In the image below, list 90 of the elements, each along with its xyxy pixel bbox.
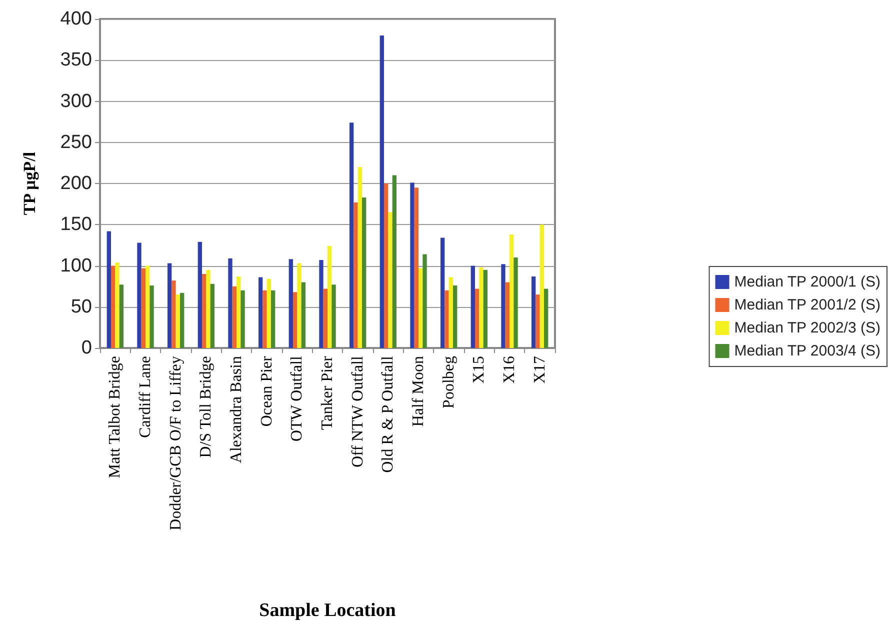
legend-label: Median TP 2001/2 (S) — [734, 296, 880, 314]
bar — [180, 292, 184, 348]
y-tick-label: 100 — [60, 255, 92, 276]
x-tick-label: Half Moon — [410, 356, 427, 427]
y-axis-title: TP µgP/l — [20, 152, 39, 216]
bar — [380, 35, 384, 348]
bar — [146, 266, 150, 348]
bar — [501, 264, 506, 348]
bar — [236, 276, 241, 348]
bar — [119, 284, 124, 348]
bar — [176, 294, 180, 348]
bar — [332, 284, 336, 348]
x-tick-label: D/S Toll Bridge — [198, 356, 215, 458]
bar — [536, 294, 540, 348]
bar — [172, 280, 176, 348]
bar — [410, 182, 414, 348]
bar — [540, 224, 544, 348]
bar — [266, 278, 272, 348]
bar — [479, 267, 484, 348]
bar — [483, 270, 488, 348]
y-tick-label: 0 — [81, 338, 92, 358]
x-tick-label: X17 — [531, 356, 548, 384]
bar — [510, 234, 514, 348]
bar — [453, 285, 458, 348]
bar — [328, 246, 332, 348]
bar — [297, 263, 302, 348]
x-tick-label: Poolbeg — [440, 356, 458, 408]
x-axis-title: Sample Location — [259, 600, 396, 621]
x-tick-label: Old R & P Outfall — [380, 355, 397, 473]
x-tick-label: X16 — [501, 356, 518, 384]
x-tick-label: Tanker Pier — [319, 355, 336, 430]
bar — [240, 290, 245, 348]
bar — [202, 274, 206, 348]
bar — [319, 260, 324, 348]
bar — [444, 290, 449, 348]
bar — [392, 175, 397, 348]
y-tick-label: 200 — [60, 173, 92, 194]
y-tick-label: 150 — [60, 214, 92, 236]
bar — [167, 263, 172, 348]
bar — [470, 266, 475, 348]
bar — [388, 212, 392, 348]
x-tick-label: Matt Talbot Bridge — [106, 356, 124, 478]
bar — [198, 242, 202, 348]
legend-label: Median TP 2000/1 (S) — [734, 274, 880, 290]
bar — [288, 259, 293, 348]
x-tick-label: Ocean Pier — [258, 355, 276, 427]
bar — [531, 276, 536, 348]
x-tick-label: OTW Outfall — [288, 355, 306, 442]
bar — [422, 254, 427, 348]
bar — [505, 282, 510, 348]
bar — [544, 288, 548, 348]
y-tick-label: 50 — [70, 296, 92, 318]
x-tick-label: Alexandra Basin — [228, 356, 245, 464]
bar — [440, 238, 445, 348]
x-tick-label: Dodder/GCB O/F to Liffey — [167, 356, 184, 530]
legend-label: Median TP 2002/3 (S) — [734, 320, 880, 336]
bar — [228, 258, 232, 348]
bar — [262, 290, 267, 348]
bar — [349, 122, 354, 348]
bar — [150, 285, 154, 348]
bar — [141, 268, 146, 348]
bar — [115, 262, 120, 348]
y-tick-label: 350 — [60, 50, 92, 71]
bar — [354, 202, 358, 348]
bar — [210, 284, 215, 348]
bar — [106, 231, 111, 348]
bar — [418, 268, 423, 348]
bar — [137, 242, 142, 348]
x-tick-label: Cardiff Lane — [137, 356, 154, 438]
bar — [232, 286, 236, 348]
bar — [474, 288, 480, 348]
bar — [448, 277, 454, 348]
bar — [206, 270, 210, 348]
bar — [514, 258, 518, 348]
y-tick-label: 400 — [60, 8, 92, 30]
bar — [110, 266, 116, 348]
bar — [384, 184, 388, 348]
bar — [292, 292, 298, 348]
x-tick-label: X15 — [470, 356, 488, 384]
bar — [258, 277, 263, 348]
bar — [358, 167, 362, 348]
legend-label: Median TP 2003/4 (S) — [734, 342, 880, 360]
y-tick-label: 300 — [60, 90, 92, 112]
y-tick-label: 250 — [60, 132, 92, 153]
bar — [301, 282, 306, 348]
bar — [271, 290, 276, 348]
x-tick-label: Off NTW Outfall — [349, 355, 366, 468]
bar — [323, 288, 328, 348]
bar — [414, 188, 418, 348]
bar — [362, 197, 366, 348]
